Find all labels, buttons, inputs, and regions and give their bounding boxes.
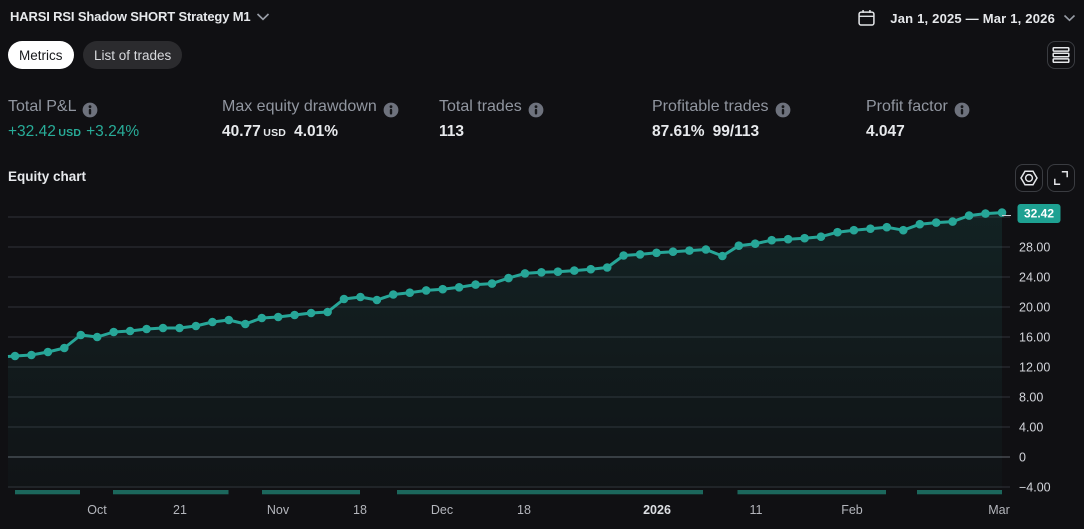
svg-text:18: 18 xyxy=(517,503,531,517)
svg-text:Mar: Mar xyxy=(988,503,1010,517)
svg-text:28.00: 28.00 xyxy=(1019,241,1050,255)
svg-text:8.00: 8.00 xyxy=(1019,391,1043,405)
svg-text:24.00: 24.00 xyxy=(1019,271,1050,285)
svg-text:Feb: Feb xyxy=(841,503,863,517)
svg-text:Dec: Dec xyxy=(431,503,453,517)
svg-text:4.00: 4.00 xyxy=(1019,421,1043,435)
svg-text:Oct: Oct xyxy=(87,503,107,517)
svg-text:11: 11 xyxy=(750,503,763,517)
svg-text:18: 18 xyxy=(353,503,367,517)
svg-text:16.00: 16.00 xyxy=(1019,331,1050,345)
svg-text:20.00: 20.00 xyxy=(1019,301,1050,315)
svg-text:Nov: Nov xyxy=(267,503,290,517)
svg-text:2026: 2026 xyxy=(643,503,671,517)
svg-text:32.42: 32.42 xyxy=(1024,207,1054,221)
svg-text:12.00: 12.00 xyxy=(1019,361,1050,375)
svg-text:−4.00: −4.00 xyxy=(1019,481,1051,495)
svg-text:21: 21 xyxy=(173,503,187,517)
svg-text:0: 0 xyxy=(1019,451,1026,465)
